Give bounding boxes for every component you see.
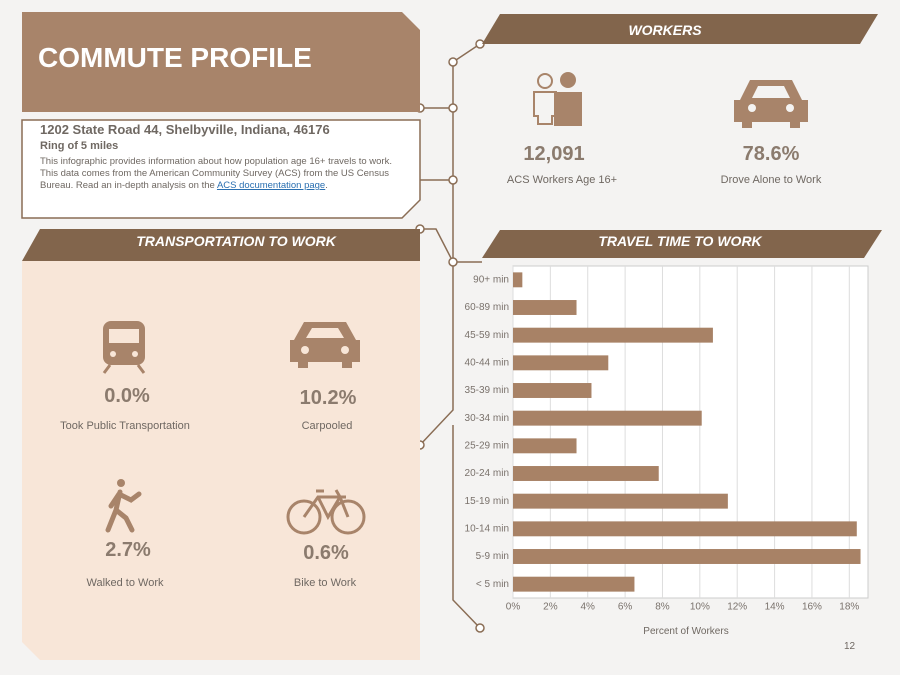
x-axis-label: Percent of Workers xyxy=(643,626,729,637)
y-tick-label: 15-19 min xyxy=(465,496,509,507)
bar xyxy=(513,466,659,481)
stat-label: ACS Workers Age 16+ xyxy=(506,174,618,186)
stat-value: 2.7% xyxy=(105,539,151,561)
bar xyxy=(513,521,857,537)
y-tick-label: 20-24 min xyxy=(465,468,509,479)
bar xyxy=(513,383,592,398)
address: 1202 State Road 44, Shelbyville, Indiana… xyxy=(40,122,330,137)
walker-icon xyxy=(105,479,142,533)
description: This infographic provides information ab… xyxy=(40,156,392,191)
x-tick-label: 12% xyxy=(727,602,747,613)
bar xyxy=(513,327,713,343)
x-tick-label: 16% xyxy=(802,602,822,613)
stat-label: Walked to Work xyxy=(86,577,164,589)
bike-icon xyxy=(286,489,366,535)
stat-label: Carpooled xyxy=(301,420,353,432)
y-tick-label: 5-9 min xyxy=(476,551,509,562)
carpool-icon xyxy=(290,322,360,368)
train-icon xyxy=(102,321,146,374)
x-tick-label: 2% xyxy=(543,602,558,613)
description-end: . xyxy=(325,180,328,191)
bar xyxy=(513,576,635,592)
bar xyxy=(513,300,577,315)
ring: Ring of 5 miles xyxy=(40,140,119,152)
y-tick-label: 35-39 min xyxy=(465,385,509,396)
y-tick-label: 40-44 min xyxy=(465,357,509,368)
plot-area xyxy=(512,265,869,599)
chart-title: TRAVEL TIME TO WORK xyxy=(598,233,762,249)
title-box xyxy=(22,12,420,112)
bar xyxy=(513,410,702,426)
x-tick-label: 8% xyxy=(655,602,670,613)
stat-label: Took Public Transportation xyxy=(60,420,190,432)
x-tick-label: 18% xyxy=(839,602,859,613)
car-icon xyxy=(734,80,808,128)
x-tick-label: 10% xyxy=(690,602,710,613)
x-tick-label: 0% xyxy=(506,602,521,613)
stat-value: 10.2% xyxy=(299,387,357,409)
y-tick-label: 30-34 min xyxy=(465,413,509,424)
stat-value: 78.6% xyxy=(742,143,800,165)
bar xyxy=(513,549,861,564)
travel-banner xyxy=(482,230,882,258)
y-tick-label: 10-14 min xyxy=(465,523,509,534)
x-tick-label: 6% xyxy=(618,602,633,613)
stat-value: 12,091 xyxy=(523,143,585,165)
bar xyxy=(513,493,728,509)
x-tick-label: 14% xyxy=(765,602,785,613)
transport-banner xyxy=(22,229,420,261)
documentation-link[interactable]: ACS documentation page xyxy=(216,180,326,191)
bar xyxy=(513,355,609,371)
y-tick-label: 25-29 min xyxy=(465,440,509,451)
y-tick-label: 90+ min xyxy=(473,274,509,285)
x-tick-label: 4% xyxy=(581,602,596,613)
bar xyxy=(513,272,523,288)
people-icon xyxy=(533,72,582,126)
stat-label: Bike to Work xyxy=(293,577,357,589)
stat-label: Drove Alone to Work xyxy=(720,174,822,186)
address-box xyxy=(21,119,421,219)
workers-banner xyxy=(482,14,878,44)
y-tick-label: 45-59 min xyxy=(465,330,509,341)
page-title: COMMUTE PROFILE xyxy=(38,42,312,73)
y-tick-label: < 5 min xyxy=(476,579,509,590)
stat-value: 0.6% xyxy=(303,542,349,564)
bar xyxy=(513,438,577,454)
transport-title: TRANSPORTATION TO WORK xyxy=(136,233,336,249)
transport-panel xyxy=(22,261,420,660)
page-number: 12 xyxy=(844,641,856,652)
workers-title: WORKERS xyxy=(628,22,702,38)
y-tick-label: 60-89 min xyxy=(465,302,509,313)
description-block: This infographic provides information ab… xyxy=(40,156,400,192)
stat-value: 0.0% xyxy=(104,385,150,407)
